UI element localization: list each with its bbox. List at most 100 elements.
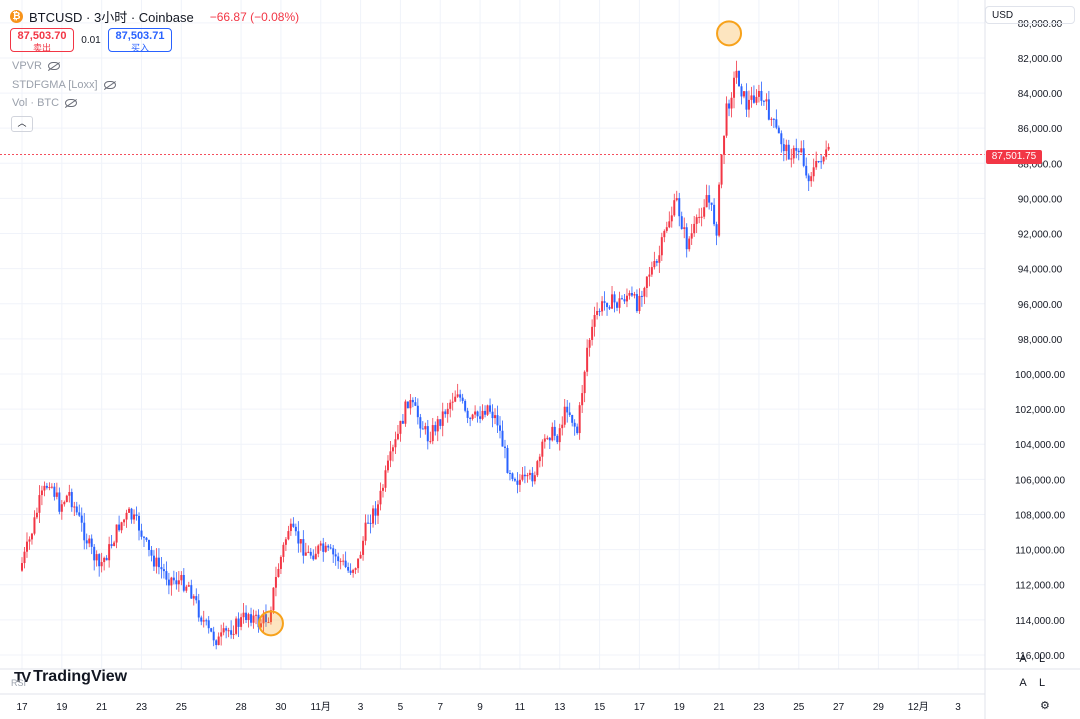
eye-off-icon[interactable] <box>65 99 78 107</box>
candle-body <box>573 422 576 427</box>
currency-select[interactable]: USD <box>985 6 1075 24</box>
candle-body <box>192 596 195 599</box>
candle-body <box>145 537 148 540</box>
candle-body <box>307 551 310 553</box>
candle-body <box>782 144 785 152</box>
price-tick-label: 94,000.00 <box>1018 265 1063 276</box>
candle-body <box>78 512 81 516</box>
candle-body <box>583 371 586 394</box>
candle-body <box>21 563 23 571</box>
candle-body <box>787 144 790 160</box>
price-axis[interactable]: 80,000.00 82,000.00 84,000.00 86,000.00 88,0… <box>1015 19 1065 662</box>
candle-body <box>100 562 103 567</box>
time-tick-label: 3 <box>955 702 961 713</box>
time-tick-label: 3 <box>358 702 364 713</box>
candle-body <box>772 118 775 120</box>
candle-body <box>190 585 193 599</box>
symbol-title[interactable]: BTCUSD · 3小时 · Coinbase <box>29 10 194 25</box>
gear-icon[interactable]: ⚙ <box>1040 700 1050 712</box>
candle-body <box>130 508 133 520</box>
candle-body <box>250 614 253 623</box>
candle-body <box>110 544 113 546</box>
highlight-markers <box>257 20 743 637</box>
candle-body <box>287 531 290 540</box>
candle-body <box>625 295 628 302</box>
candle-body <box>513 478 516 481</box>
candle-body <box>713 204 716 225</box>
log-scale-button-lower[interactable]: L <box>1038 677 1046 689</box>
candle-body <box>705 195 708 208</box>
candle-body <box>133 514 136 520</box>
candle-body <box>247 614 250 621</box>
candle-body <box>327 545 330 548</box>
indicator-label: STDFGMA [Loxx] <box>12 79 98 91</box>
candle-body <box>352 569 355 573</box>
log-scale-button[interactable]: L <box>1038 653 1046 665</box>
indicator-volume[interactable]: Vol · BTC <box>12 97 78 109</box>
candle-body <box>359 554 362 559</box>
price-tick-label: 96,000.00 <box>1018 300 1063 311</box>
candle-body <box>673 200 676 216</box>
candle-body <box>369 522 372 524</box>
eye-off-icon[interactable] <box>103 81 116 89</box>
candle-body <box>496 415 499 426</box>
candle-body <box>85 540 88 544</box>
candle-body <box>528 472 531 476</box>
candle-body <box>441 411 444 426</box>
price-tick-label: 106,000.00 <box>1015 475 1065 486</box>
candle-body <box>688 238 691 250</box>
candle-body <box>755 96 758 103</box>
candle-body <box>660 237 663 256</box>
time-tick-label: 25 <box>793 702 805 713</box>
candle-body <box>454 396 457 402</box>
candle-body <box>650 267 653 275</box>
indicator-vpvr[interactable]: VPVR <box>12 60 60 72</box>
candle-body <box>655 261 658 263</box>
candle-body <box>645 276 648 288</box>
candle-body <box>55 492 58 497</box>
candle-body <box>690 233 693 239</box>
price-tick-label: 98,000.00 <box>1018 335 1063 346</box>
candle-body <box>172 577 175 581</box>
time-tick-label: 23 <box>136 702 148 713</box>
candle-body <box>222 628 225 633</box>
candle-body <box>354 568 357 570</box>
candle-body <box>603 301 606 303</box>
time-axis[interactable]: 17 19 21 23 25 28 30 11月 3 5 7 9 11 13 15 17 19 21 23 25 27 2… <box>16 701 961 713</box>
time-tick-label: 21 <box>96 702 108 713</box>
candle-body <box>284 539 287 545</box>
candle-body <box>606 302 609 308</box>
price-tick-label: 80,000.00 <box>1018 19 1063 30</box>
tradingview-logo: TV TradingView <box>14 668 127 686</box>
candle-body <box>419 417 422 429</box>
auto-scale-button[interactable]: A <box>1019 653 1027 665</box>
price-tick-label: 92,000.00 <box>1018 230 1063 241</box>
candle-body <box>633 294 636 296</box>
candle-body <box>391 447 394 452</box>
candle-body <box>217 636 220 646</box>
symbol-header: ₿ BTCUSD · 3小时 · Coinbase −66.87 (−0.08%… <box>10 7 299 26</box>
price-tick-label: 116,000.00 <box>1015 651 1065 662</box>
candle-body <box>630 292 633 296</box>
sell-button[interactable]: 87,503.70 卖出 <box>10 28 74 53</box>
candle-body <box>822 156 825 162</box>
candle-body <box>167 579 170 586</box>
candle-body <box>314 553 317 560</box>
candle-body <box>33 517 36 534</box>
candle-body <box>558 428 561 443</box>
candle-body <box>678 198 681 217</box>
candle-body <box>685 227 688 250</box>
candle-body <box>38 495 41 513</box>
eye-off-icon[interactable] <box>47 62 60 70</box>
candle-body <box>533 475 536 482</box>
indicator-stdfgma[interactable]: STDFGMA [Loxx] <box>12 79 116 91</box>
candle-body <box>790 158 793 160</box>
candle-body <box>762 100 765 102</box>
price-tick-label: 84,000.00 <box>1018 89 1063 100</box>
candle-body <box>601 301 604 312</box>
buy-button[interactable]: 87,503.71 买入 <box>108 28 172 53</box>
candle-body <box>409 399 412 409</box>
auto-scale-button-lower[interactable]: A <box>1019 677 1027 689</box>
collapse-indicators-button[interactable]: ︿ <box>11 116 33 132</box>
